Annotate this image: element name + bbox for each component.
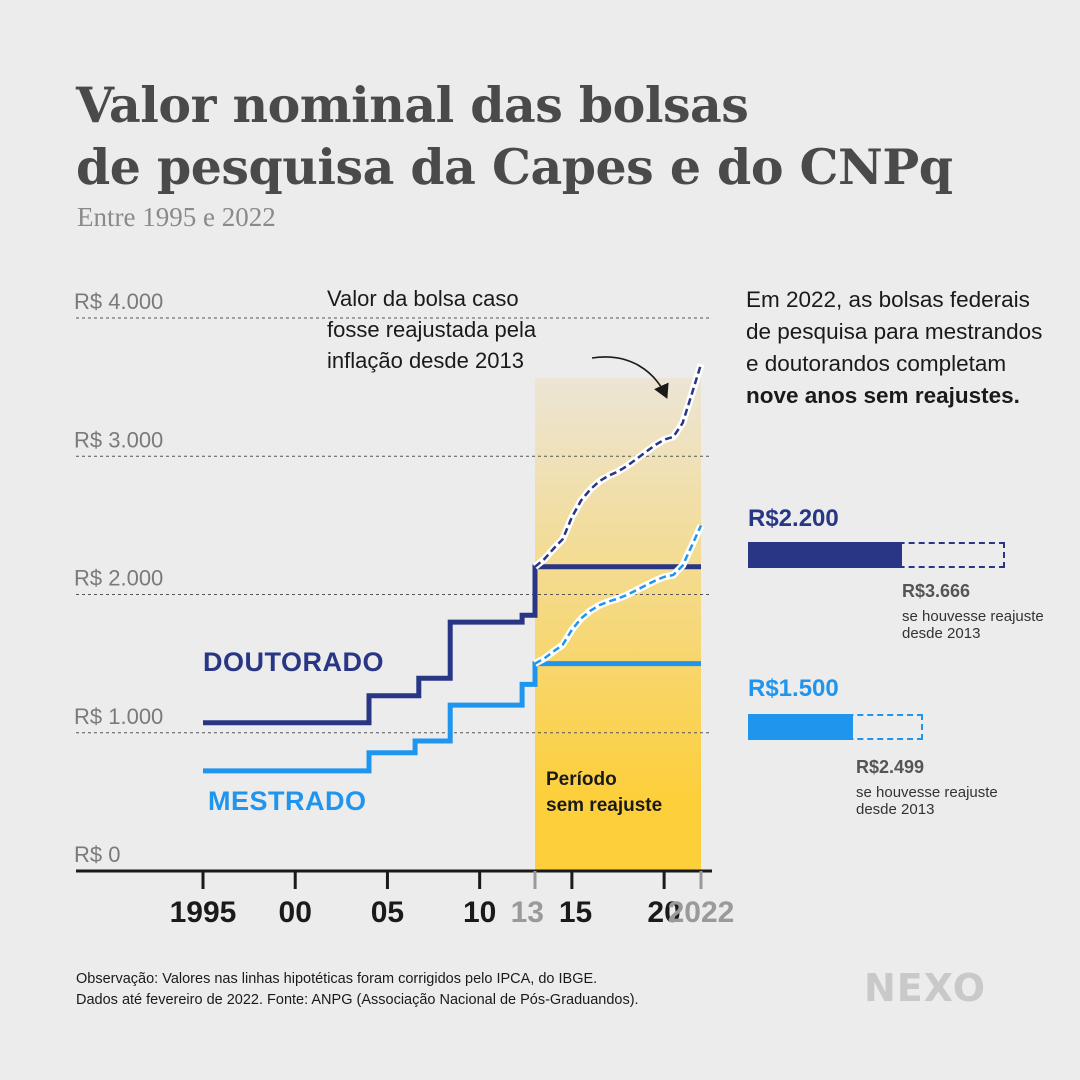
x-tick-label: 20 [647,896,680,929]
x-tick-label: 15 [559,896,592,929]
mestrado-bar-label: R$1.500 [748,675,839,702]
x-tick-label: 1995 [170,896,237,929]
x-tick-label: 13 [511,896,544,929]
doutorado-actual-bar [748,542,903,568]
nexo-logo: NEXO [864,966,987,1010]
doutorado-bar-label: R$2.200 [748,505,839,532]
title-line-2: de pesquisa da Capes e do CNPq [76,138,953,196]
hypothetical-line [534,363,703,568]
side-text-regular: Em 2022, as bolsas federais de pesquisa … [746,287,1043,376]
mestrado-hypothetical-note: se houvesse reajuste desde 2013 [856,784,998,818]
chart-title: Valor nominal das bolsas de pesquisa da … [76,74,976,198]
footer-line-2: Dados até fevereiro de 2022. Fonte: ANPG… [76,992,639,1008]
title-line-1: Valor nominal das bolsas [76,76,749,134]
x-tick-label: 00 [279,896,312,929]
y-tick-label: R$ 0 [74,842,120,867]
chart-subtitle: Entre 1995 e 2022 [77,202,276,232]
period-label-line-2: sem reajuste [546,795,662,816]
annotation-arrow [591,356,669,399]
y-tick-label: R$ 1.000 [74,704,163,729]
footer-line-1: Observação: Valores nas linhas hipotétic… [76,971,598,987]
annotation-line-2: fosse reajustada pela [327,317,537,342]
doutorado-hypothetical-note: se houvesse reajuste desde 2013 [902,608,1044,642]
series-line [203,564,701,726]
series-label-doutorado: DOUTORADO [203,647,384,677]
x-tick-label: 2022 [668,896,735,929]
x-tick-label: 10 [463,896,496,929]
mestrado-hypothetical-value: R$2.499 [856,757,925,777]
doutorado-hypothetical-value: R$3.666 [902,581,971,601]
mestrado-actual-bar [748,714,854,740]
annotation-line-3: inflação desde 2013 [327,348,524,373]
side-text-bold: nove anos sem reajustes. [746,383,1020,408]
x-tick-label: 05 [371,896,404,929]
side-explanation: Em 2022, as bolsas federais de pesquisa … [746,284,1046,412]
y-tick-label: R$ 4.000 [74,289,163,314]
series-line [203,661,701,774]
y-tick-label: R$ 2.000 [74,566,163,591]
annotation-line-1: Valor da bolsa caso [327,286,519,311]
y-tick-label: R$ 3.000 [74,427,163,452]
no-adjustment-period-band [535,378,701,871]
period-label-line-1: Período [546,769,617,790]
footer-note: Observação: Valores nas linhas hipotétic… [76,969,876,1011]
hypothetical-line [534,524,703,665]
series-label-mestrado: MESTRADO [208,786,367,816]
